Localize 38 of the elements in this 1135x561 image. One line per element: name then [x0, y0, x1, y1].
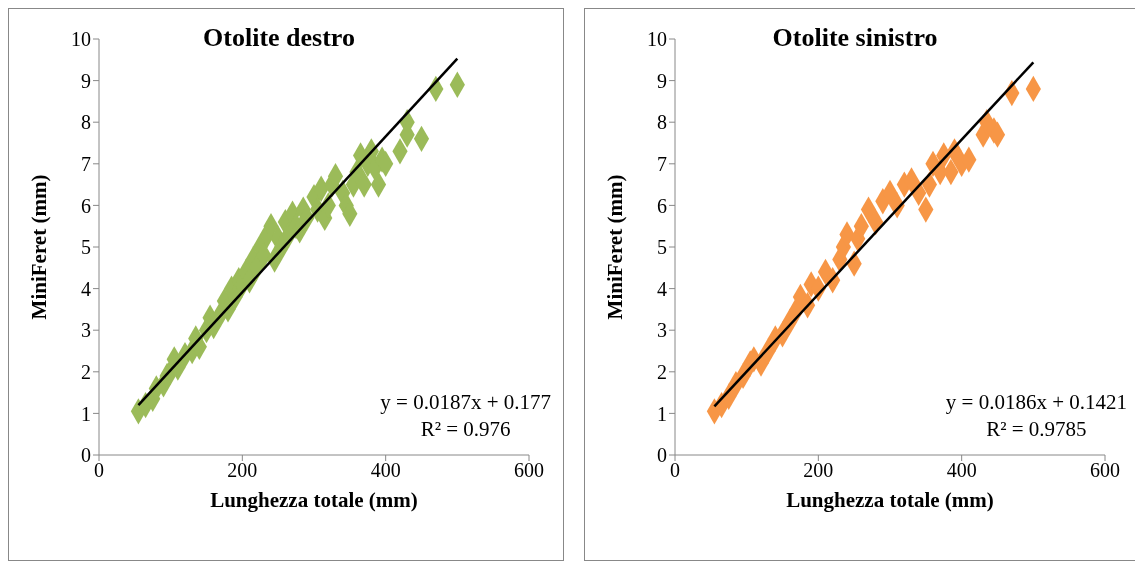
- y-tick-label: 8: [657, 111, 667, 134]
- annotation: R² = 0.9785: [985, 416, 1088, 443]
- annotation: R² = 0.976: [419, 416, 512, 443]
- x-axis-title: Lunghezza totale (mm): [786, 488, 994, 512]
- chart-title: Otolite destro: [202, 23, 356, 53]
- x-tick-label: 600: [514, 459, 544, 482]
- y-tick-label: 2: [657, 360, 667, 383]
- y-tick-label: 8: [81, 111, 91, 134]
- y-tick-label: 1: [81, 402, 91, 425]
- y-tick-label: 4: [81, 277, 91, 300]
- y-tick-label: 9: [657, 69, 667, 92]
- y-tick-label: 5: [657, 236, 667, 259]
- chart-title: Otolite sinistro: [771, 23, 939, 53]
- y-tick-label: 3: [81, 319, 91, 342]
- x-tick-label: 400: [946, 459, 977, 482]
- y-tick-label: 1: [657, 402, 667, 425]
- y-tick-label: 5: [81, 236, 91, 259]
- x-tick-label: 200: [803, 459, 834, 482]
- y-axis-title: MiniFeret (mm): [603, 174, 628, 320]
- y-tick-label: 6: [81, 194, 91, 217]
- y-tick-label: 0: [657, 444, 667, 467]
- x-axis-title: Lunghezza totale (mm): [210, 488, 418, 512]
- y-tick-label: 2: [81, 360, 91, 383]
- annotation: y = 0.0186x + 0.1421: [945, 389, 1127, 416]
- y-tick-label: 0: [81, 444, 91, 467]
- y-tick-label: 7: [657, 152, 667, 175]
- annotation: y = 0.0187x + 0.177: [380, 389, 551, 416]
- y-tick-label: 10: [71, 28, 91, 51]
- y-tick-label: 4: [657, 277, 667, 300]
- y-tick-label: 3: [657, 319, 667, 342]
- x-tick-label: 400: [370, 459, 401, 482]
- x-tick-label: 600: [1090, 459, 1120, 482]
- y-axis-title: MiniFeret (mm): [27, 174, 52, 320]
- x-tick-label: 200: [227, 459, 258, 482]
- y-tick-label: 7: [81, 152, 91, 175]
- y-tick-label: 9: [81, 69, 91, 92]
- y-tick-label: 10: [647, 28, 667, 51]
- y-tick-label: 6: [657, 194, 667, 217]
